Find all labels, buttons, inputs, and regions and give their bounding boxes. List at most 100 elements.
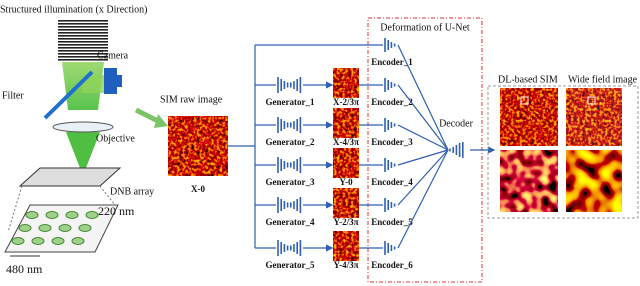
dot bbox=[58, 224, 72, 232]
dot bbox=[11, 237, 25, 245]
zoom-box bbox=[520, 96, 529, 105]
stripe bbox=[58, 53, 108, 55]
spacing-x-label: 480 nm bbox=[6, 262, 43, 276]
output-box bbox=[487, 85, 639, 219]
connector bbox=[397, 149, 449, 249]
stripe bbox=[58, 26, 108, 28]
unet-title: Deformation of U-Net bbox=[380, 22, 470, 33]
encoder-label: Encoder_5 bbox=[371, 217, 413, 227]
zoom-box bbox=[587, 96, 596, 105]
encoder-label: Encoder_3 bbox=[371, 137, 413, 147]
spacing-y-label: 220 nm bbox=[98, 204, 135, 218]
illumination-title: Structured illumination (x Direction) bbox=[0, 4, 147, 15]
output-widefield-label: Wide field image bbox=[568, 74, 638, 85]
generator-label: Generator_4 bbox=[266, 217, 315, 227]
arrow-head bbox=[154, 114, 168, 128]
zoom-line bbox=[7, 185, 23, 233]
dnb-array bbox=[18, 167, 122, 187]
connector bbox=[397, 44, 449, 151]
dot bbox=[78, 224, 92, 232]
widefield-image bbox=[566, 88, 622, 146]
dot bbox=[25, 211, 39, 219]
dot-array bbox=[11, 211, 99, 245]
beam-side bbox=[82, 75, 104, 93]
dot bbox=[38, 224, 52, 232]
connector bbox=[397, 124, 449, 151]
generated-image bbox=[333, 188, 359, 218]
image-label: X-4/3π bbox=[333, 137, 359, 147]
encoder-icon bbox=[384, 198, 396, 212]
output-sim-label: DL-based SIM bbox=[498, 74, 558, 85]
input-label: X-0 bbox=[191, 184, 205, 194]
connector bbox=[397, 149, 449, 206]
encoder-icon bbox=[384, 38, 396, 52]
generator-label: Generator_1 bbox=[266, 97, 315, 107]
stripe bbox=[58, 29, 108, 31]
beam-focus bbox=[66, 132, 100, 168]
image-label: Y-4/3π bbox=[333, 260, 358, 270]
generator-icon bbox=[277, 117, 302, 133]
stripe bbox=[58, 56, 108, 58]
decoder-label: Decoder bbox=[439, 118, 474, 129]
encoder-label: Encoder_2 bbox=[371, 97, 413, 107]
generator-icon bbox=[277, 77, 302, 93]
dot bbox=[45, 211, 59, 219]
dot bbox=[51, 237, 65, 245]
stripe bbox=[58, 20, 108, 22]
generated-image bbox=[333, 68, 359, 98]
camera-label: Camera bbox=[97, 50, 129, 61]
generated-image bbox=[333, 231, 359, 261]
stripe bbox=[58, 47, 108, 49]
connector bbox=[397, 149, 449, 166]
generator-icon bbox=[277, 197, 302, 213]
camera bbox=[104, 68, 117, 94]
objective-label: Objective bbox=[96, 133, 135, 144]
sim-image bbox=[500, 88, 558, 146]
encoder-icon bbox=[384, 158, 396, 172]
encoder-label: Encoder_1 bbox=[371, 57, 413, 67]
stripe bbox=[58, 38, 108, 40]
camera-lens bbox=[117, 75, 122, 87]
dot bbox=[18, 224, 32, 232]
raw-image bbox=[168, 116, 228, 176]
image-label: X-2/3π bbox=[333, 97, 359, 107]
dot bbox=[31, 237, 45, 245]
generator-icon bbox=[277, 240, 302, 256]
generated-image bbox=[333, 148, 359, 178]
generated-image bbox=[333, 108, 359, 138]
encoder-icon bbox=[384, 241, 396, 255]
connector bbox=[397, 84, 449, 151]
dot bbox=[71, 237, 85, 245]
widefield-zoom bbox=[566, 150, 622, 212]
generator-label: Generator_2 bbox=[266, 137, 315, 147]
dot bbox=[85, 211, 99, 219]
generator-icon bbox=[277, 157, 302, 173]
generator-label: Generator_5 bbox=[266, 260, 315, 270]
filter-label: Filter bbox=[2, 90, 24, 101]
stripe bbox=[58, 32, 108, 34]
encoder-icon bbox=[384, 118, 396, 132]
stripe bbox=[58, 59, 108, 61]
encoder-label: Encoder_6 bbox=[371, 260, 413, 270]
arrow bbox=[134, 107, 162, 125]
stripe bbox=[58, 44, 108, 46]
objective bbox=[52, 121, 114, 133]
zoom-line bbox=[99, 185, 116, 206]
dot bbox=[65, 211, 79, 219]
image-label: Y-2/3π bbox=[333, 217, 358, 227]
array-label: DNB array bbox=[110, 186, 154, 197]
generator-label: Generator_3 bbox=[266, 177, 315, 187]
stripe bbox=[58, 50, 108, 52]
input-title: SIM raw image bbox=[160, 94, 223, 105]
encoder-icon bbox=[384, 78, 396, 92]
stripe bbox=[58, 23, 108, 25]
sim-zoom bbox=[500, 150, 558, 212]
stripe bbox=[58, 35, 108, 37]
filter bbox=[43, 70, 94, 120]
grating bbox=[58, 20, 108, 61]
decoder-icon bbox=[449, 142, 464, 158]
encoder-label: Encoder_4 bbox=[371, 177, 413, 187]
image-label: Y-0 bbox=[339, 177, 353, 187]
stripe bbox=[58, 41, 108, 43]
